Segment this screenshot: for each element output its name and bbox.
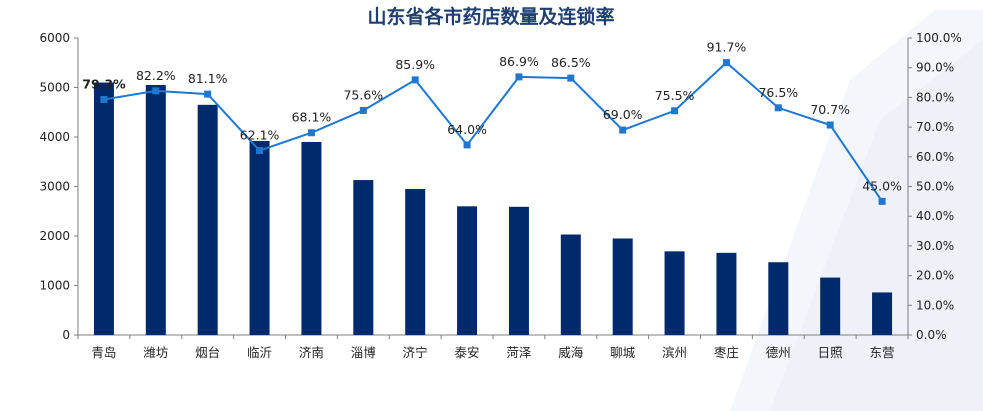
line-layer	[100, 59, 886, 205]
bar-滨州	[664, 251, 685, 335]
rate-label-枣庄: 91.7%	[707, 40, 747, 55]
rate-label-潍坊: 82.2%	[136, 68, 176, 83]
rate-label-烟台: 81.1%	[188, 71, 228, 86]
x-tick-label: 枣庄	[714, 345, 739, 360]
left-tick-label: 6000	[39, 31, 70, 45]
x-tick-label: 日照	[818, 345, 843, 360]
right-tick-label: 40.0%	[916, 209, 954, 223]
bar-泰安	[457, 206, 478, 335]
rate-label-滨州: 75.5%	[655, 88, 695, 103]
bars-layer	[93, 82, 893, 336]
left-tick-label: 5000	[39, 81, 70, 95]
rate-label-菏泽: 86.9%	[499, 54, 539, 69]
rate-point-济南	[307, 129, 315, 137]
rate-point-德州	[774, 104, 782, 112]
x-tick-label: 潍坊	[143, 345, 168, 360]
left-tick-label: 0	[62, 328, 70, 342]
rate-label-威海: 86.5%	[551, 55, 591, 70]
x-tick-label: 济宁	[403, 345, 428, 360]
right-tick-label: 30.0%	[916, 239, 954, 253]
rate-line	[103, 61, 883, 202]
x-tick-label: 菏泽	[506, 345, 531, 360]
rate-label-日照: 70.7%	[810, 102, 850, 117]
rate-point-烟台	[204, 90, 212, 98]
rate-label-聊城: 69.0%	[603, 107, 643, 122]
rate-label-泰安: 64.0%	[447, 122, 487, 137]
axes-layer: 0 1000 2000 3000 4000 5000 6000 0.0% 10.0% 20.0% 3…	[39, 31, 961, 360]
x-tick-label: 烟台	[195, 345, 220, 360]
bar-日照	[820, 277, 841, 335]
right-tick-label: 90.0%	[916, 61, 954, 75]
bar-青岛	[93, 82, 114, 335]
right-tick-label: 10.0%	[916, 298, 954, 312]
bar-德州	[768, 262, 789, 335]
bar-东营	[872, 292, 893, 335]
x-tick-label: 济南	[299, 345, 324, 360]
rate-point-潍坊	[152, 87, 160, 95]
rate-point-青岛	[100, 95, 108, 103]
rate-label-青岛: 79.3%	[82, 76, 126, 91]
rate-label-济南: 68.1%	[292, 110, 332, 125]
left-tick-label: 1000	[39, 279, 70, 293]
x-tick-label: 滨州	[662, 345, 687, 360]
bar-菏泽	[508, 206, 529, 335]
x-tick-label: 东营	[870, 345, 895, 360]
bar-潍坊	[145, 85, 166, 336]
rate-label-济宁: 85.9%	[395, 57, 435, 72]
left-tick-label: 3000	[39, 180, 70, 194]
rate-point-泰安	[463, 141, 471, 149]
x-tick-label: 威海	[558, 345, 584, 360]
rate-label-德州: 76.5%	[758, 85, 798, 100]
rate-point-日照	[826, 121, 834, 129]
rate-point-菏泽	[515, 73, 523, 81]
bar-临沂	[249, 140, 270, 335]
bar-威海	[560, 234, 581, 335]
x-tick-label: 青岛	[91, 345, 116, 360]
bar-淄博	[353, 180, 374, 335]
rate-point-威海	[567, 74, 575, 82]
rate-point-东营	[878, 197, 886, 205]
bar-聊城	[612, 238, 633, 335]
rate-label-临沂: 62.1%	[240, 128, 280, 143]
left-tick-label: 4000	[39, 130, 70, 144]
right-tick-label: 0.0%	[916, 328, 947, 342]
rate-point-滨州	[671, 107, 679, 115]
right-tick-label: 50.0%	[916, 180, 954, 194]
bar-枣庄	[716, 252, 737, 335]
rate-point-枣庄	[722, 59, 730, 67]
bar-济南	[301, 141, 322, 335]
right-tick-label: 100.0%	[916, 31, 962, 45]
labels-layer: 79.3% 82.2% 81.1% 62.1% 68.1% 75.6% 85.9% 64.0%…	[82, 40, 902, 194]
x-tick-label: 泰安	[455, 345, 480, 360]
right-tick-label: 20.0%	[916, 269, 954, 283]
rate-label-东营: 45.0%	[862, 178, 902, 193]
bar-烟台	[197, 104, 218, 335]
x-tick-label: 德州	[766, 345, 791, 360]
left-tick-label: 2000	[39, 229, 70, 243]
bar-济宁	[405, 188, 426, 335]
x-tick-label: 临沂	[247, 345, 272, 360]
right-tick-label: 60.0%	[916, 150, 954, 164]
rate-point-淄博	[359, 106, 367, 114]
right-tick-label: 70.0%	[916, 120, 954, 134]
rate-label-淄博: 75.6%	[343, 87, 383, 102]
chart-title: 山东省各市药店数量及连锁率	[367, 5, 614, 28]
right-tick-label: 80.0%	[916, 90, 954, 104]
x-tick-label: 聊城	[610, 345, 636, 360]
rate-point-临沂	[256, 147, 264, 155]
rate-point-济宁	[411, 76, 419, 84]
rate-point-聊城	[619, 126, 627, 134]
x-tick-label: 淄博	[351, 345, 377, 360]
